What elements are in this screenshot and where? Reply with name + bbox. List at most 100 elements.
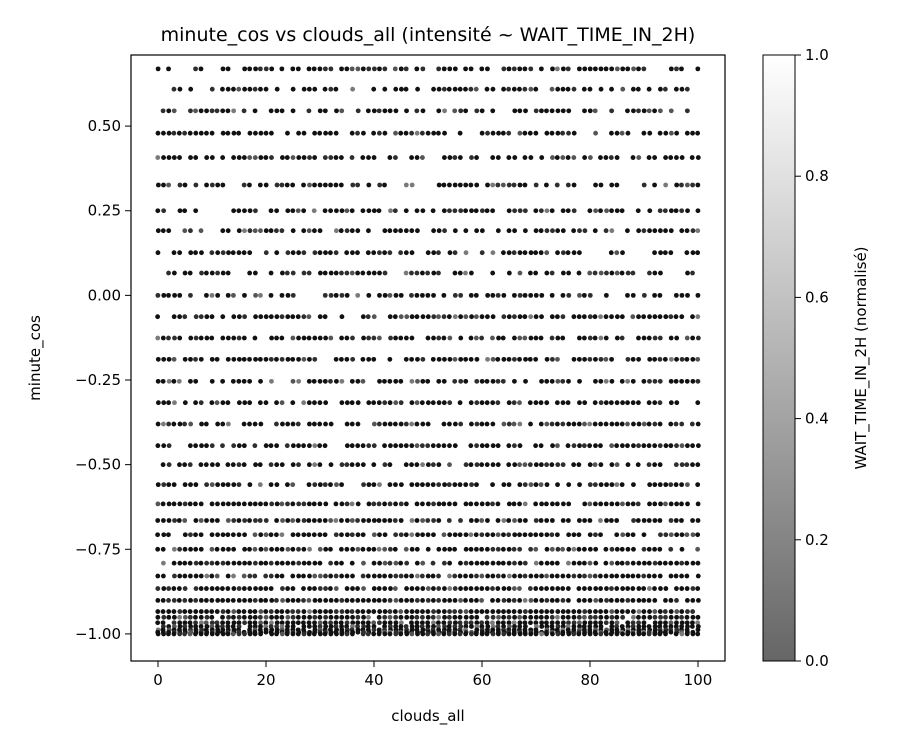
scatter-point [387, 314, 393, 320]
scatter-point [279, 400, 285, 406]
scatter-point [528, 292, 534, 298]
scatter-point [317, 228, 323, 234]
scatter-point [301, 546, 307, 552]
scatter-point [312, 598, 318, 603]
scatter-point [236, 598, 242, 603]
scatter-point [511, 443, 517, 449]
scatter-point [198, 532, 204, 538]
scatter-point [231, 614, 236, 620]
scatter-point [361, 560, 366, 566]
scatter-point [652, 400, 658, 406]
scatter-point [344, 66, 350, 72]
scatter-point [474, 108, 480, 114]
scatter-point [690, 620, 695, 626]
scatter-point [285, 620, 290, 626]
scatter-point [646, 631, 652, 637]
scatter-point [301, 620, 306, 626]
scatter-point [679, 314, 685, 320]
scatter-point [193, 501, 198, 507]
scatter-point [673, 292, 679, 298]
scatter-point [506, 560, 512, 566]
scatter-point [403, 270, 409, 276]
scatter-point [668, 155, 674, 160]
scatter-point [301, 518, 307, 523]
scatter-point [560, 586, 566, 591]
scatter-point [387, 108, 393, 114]
scatter-point [252, 443, 258, 449]
scatter-point [279, 335, 285, 341]
scatter-point [392, 208, 398, 214]
scatter-point [695, 208, 701, 214]
scatter-point [604, 518, 609, 523]
scatter-point [241, 614, 247, 620]
scatter-point [160, 620, 166, 626]
scatter-point [458, 378, 464, 384]
scatter-point [414, 443, 420, 449]
scatter-point [398, 518, 404, 523]
scatter-point [533, 208, 539, 214]
scatter-point [690, 560, 696, 566]
scatter-point [652, 314, 658, 320]
scatter-point [285, 598, 291, 603]
scatter-point [636, 421, 642, 427]
scatter-point [577, 560, 582, 566]
scatter-point [447, 155, 453, 160]
scatter-point [161, 155, 166, 160]
scatter-point [571, 208, 577, 214]
scatter-point [301, 182, 306, 188]
scatter-point [161, 182, 166, 188]
scatter-point [469, 482, 474, 488]
scatter-point [295, 532, 301, 538]
scatter-point [587, 532, 593, 538]
scatter-point [204, 443, 209, 449]
scatter-point [674, 356, 679, 362]
scatter-point [317, 532, 323, 538]
scatter-point [506, 462, 512, 468]
scatter-point [355, 462, 361, 468]
scatter-point [317, 462, 323, 468]
scatter-point [382, 631, 388, 637]
scatter-point [344, 443, 350, 449]
scatter-point [393, 482, 398, 488]
scatter-point [203, 620, 209, 626]
scatter-point [301, 130, 307, 136]
scatter-point [360, 378, 366, 384]
scatter-point [549, 518, 555, 523]
scatter-point [436, 624, 441, 629]
scatter-point [350, 614, 355, 620]
scatter-point [479, 335, 485, 341]
scatter-point [463, 586, 469, 591]
scatter-point [592, 335, 598, 341]
scatter-point [301, 314, 307, 320]
scatter-point [258, 598, 264, 603]
scatter-point [317, 270, 323, 276]
scatter-point [549, 208, 555, 214]
scatter-point [511, 586, 517, 591]
scatter-point [220, 86, 225, 92]
scatter-point [679, 546, 685, 552]
scatter-point [544, 546, 550, 552]
scatter-point [430, 462, 436, 468]
scatter-point [501, 624, 506, 629]
scatter-point [679, 378, 685, 384]
scatter-point [463, 482, 469, 488]
scatter-point [198, 314, 204, 320]
scatter-point [441, 501, 447, 507]
scatter-point [323, 573, 328, 579]
scatter-point [517, 501, 522, 507]
scatter-point [161, 518, 166, 523]
scatter-point [512, 155, 518, 160]
scatter-point [290, 108, 296, 114]
scatter-point [284, 155, 290, 160]
scatter-point [517, 631, 523, 637]
scatter-point [496, 609, 501, 614]
scatter-point [668, 629, 674, 635]
scatter-point [668, 560, 674, 566]
scatter-point [420, 501, 425, 507]
scatter-point [382, 532, 388, 538]
scatter-point [403, 130, 409, 136]
scatter-point [614, 518, 620, 523]
scatter-point [387, 400, 393, 406]
scatter-point [495, 292, 501, 298]
scatter-point [581, 560, 587, 566]
